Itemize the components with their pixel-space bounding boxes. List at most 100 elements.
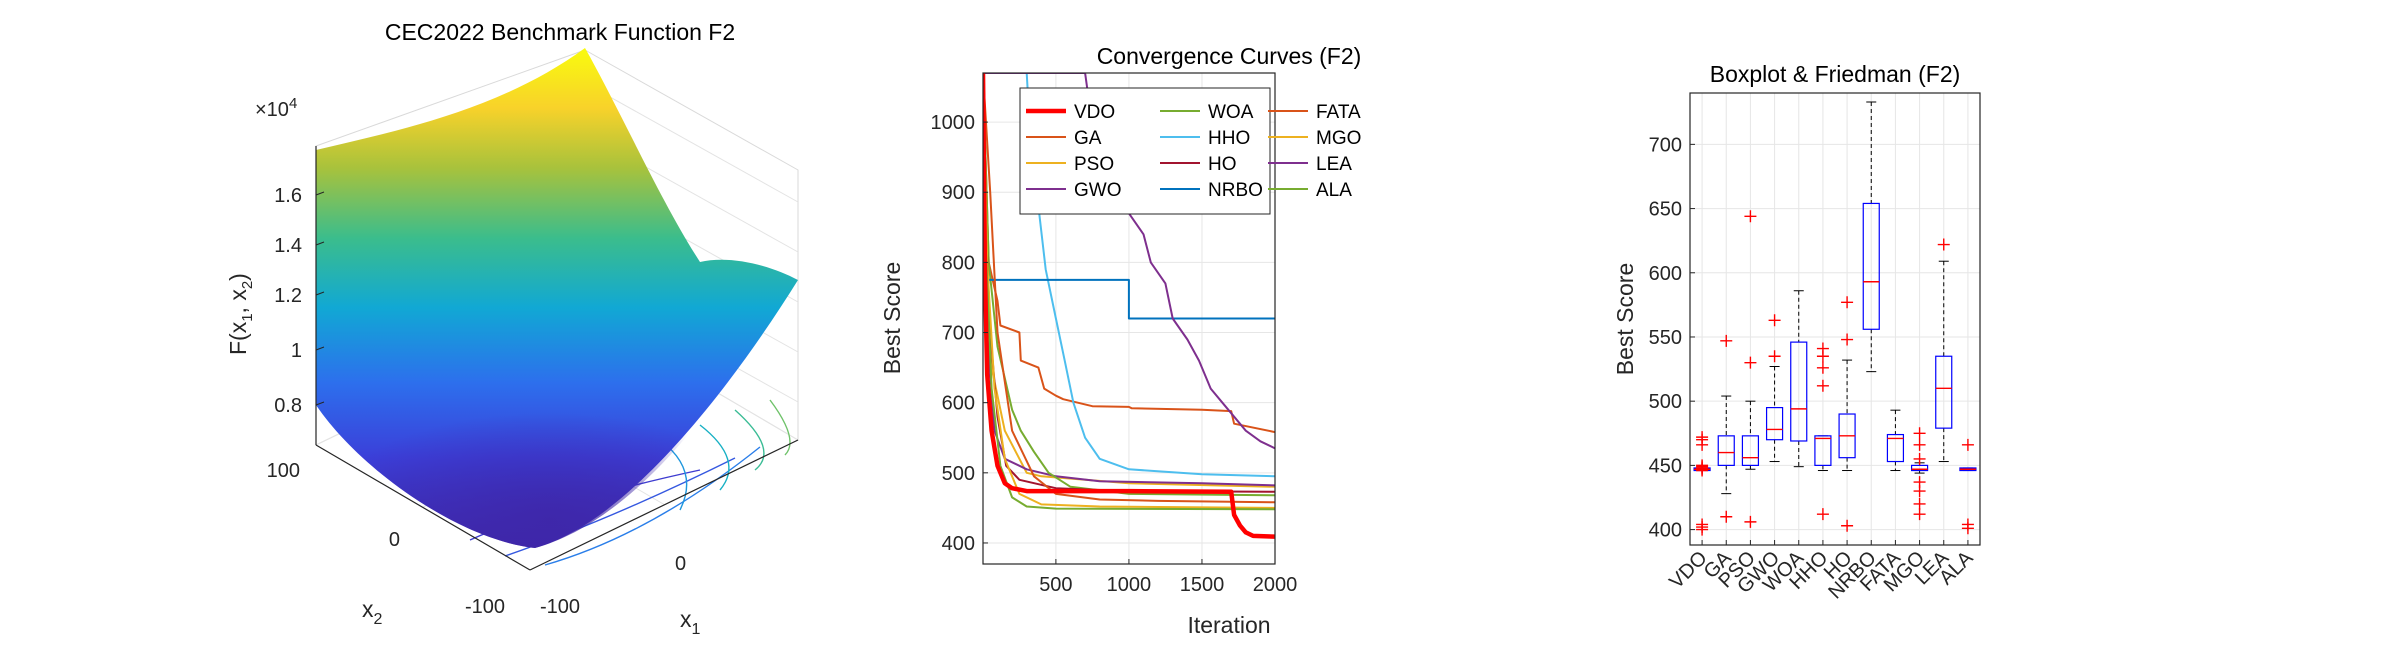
x-tick-label: 500 xyxy=(1039,574,1072,596)
outlier-marker xyxy=(1744,356,1757,369)
legend-label-fata: FATA xyxy=(1316,102,1361,123)
outlier-marker xyxy=(1768,350,1781,363)
y-tick-label: 450 xyxy=(1649,455,1682,477)
outlier-marker xyxy=(1816,342,1829,355)
outlier-marker xyxy=(1841,333,1854,346)
z-tick-mark xyxy=(315,401,325,406)
surface-mesh xyxy=(316,48,798,548)
legend-label-woa: WOA xyxy=(1208,102,1254,123)
y-tick-label: 600 xyxy=(1649,263,1682,285)
y-tick-label: 700 xyxy=(942,323,975,345)
y-tick-label: 900 xyxy=(942,182,975,204)
x2-tick-label: -100 xyxy=(465,596,505,618)
outlier-marker xyxy=(1913,497,1926,510)
legend-label-nrbo: NRBO xyxy=(1208,180,1263,201)
y-tick-label: 500 xyxy=(942,463,975,485)
y-tick-label: 400 xyxy=(1649,520,1682,542)
outlier-marker xyxy=(1816,379,1829,392)
outlier-marker xyxy=(1696,431,1709,444)
legend-label-ga: GA xyxy=(1074,128,1102,149)
outlier-marker xyxy=(1913,438,1926,451)
outlier-marker xyxy=(1913,508,1926,521)
box-ga xyxy=(1717,435,1735,466)
z-tick-mark xyxy=(315,291,325,296)
convergence-chart: 500 1000 1500 2000 400 500 600 700 800 900 1000 VD… xyxy=(879,43,1362,638)
y-tick-label: 550 xyxy=(1649,327,1682,349)
series-line-ga xyxy=(983,73,1275,434)
outlier-marker xyxy=(1913,452,1926,465)
outlier-marker xyxy=(1744,210,1757,223)
box-woa xyxy=(1790,341,1808,442)
y-tick-label: 650 xyxy=(1649,199,1682,221)
outlier-marker xyxy=(1913,476,1926,489)
box-mgo xyxy=(1910,464,1929,472)
outlier-marker xyxy=(1961,438,1974,451)
z-tick-label: 1.6 xyxy=(274,185,302,207)
box-lea xyxy=(1935,355,1953,429)
outlier-marker xyxy=(1696,459,1709,472)
outlier-marker xyxy=(1720,510,1733,523)
outlier-marker xyxy=(1816,361,1829,374)
chart-title: Convergence Curves (F2) xyxy=(1097,43,1362,69)
legend-label-pso: PSO xyxy=(1074,154,1114,175)
x1-tick-label: 0 xyxy=(675,553,686,575)
outlier-marker xyxy=(1696,518,1709,531)
z-tick-label: 0.8 xyxy=(274,395,302,417)
y-axis-label: Best Score xyxy=(879,262,905,375)
x-tick-label: 2000 xyxy=(1253,574,1298,596)
x-tick-label: 1500 xyxy=(1180,574,1225,596)
chart-title: Boxplot & Friedman (F2) xyxy=(1710,61,1961,87)
legend-label-ho: HO xyxy=(1208,154,1237,175)
outlier-marker xyxy=(1913,427,1926,440)
box-fata xyxy=(1886,433,1905,463)
z-tick-mark xyxy=(315,241,325,246)
x2-axis-label: x2 xyxy=(362,596,383,628)
legend-label-hho: HHO xyxy=(1208,128,1250,149)
y-tick-label: 400 xyxy=(942,533,975,555)
z-tick-label: 1 xyxy=(291,340,302,362)
z-tick-mark xyxy=(315,191,325,196)
y-tick-label: 1000 xyxy=(931,112,976,134)
y-tick-label: 700 xyxy=(1649,134,1682,156)
legend-label-mgo: MGO xyxy=(1316,128,1361,149)
z-tick-mark xyxy=(315,346,325,351)
outlier-marker xyxy=(1937,238,1950,251)
boxplot-chart: 400450500550600650700VDOGAPSOGWOWOAHHOHO… xyxy=(1612,61,1981,603)
box-pso xyxy=(1741,435,1760,466)
series-line-vdo xyxy=(983,73,1275,539)
z-tick-label: 1.2 xyxy=(274,285,302,307)
outlier-marker xyxy=(1744,515,1757,528)
x2-tick-label: 0 xyxy=(389,529,400,551)
x-tick-label: 1000 xyxy=(1107,574,1152,596)
box-hho xyxy=(1814,435,1832,466)
x2-tick-label: 100 xyxy=(267,460,300,482)
legend-label-ala: ALA xyxy=(1316,180,1352,201)
legend-label-lea: LEA xyxy=(1316,154,1352,175)
x1-axis-label: x1 xyxy=(680,606,701,638)
y-tick-label: 600 xyxy=(942,393,975,415)
series-line-fata xyxy=(983,73,1275,504)
y-tick-label: 500 xyxy=(1649,391,1682,413)
legend-label-vdo: VDO xyxy=(1074,102,1115,123)
chart-title: CEC2022 Benchmark Function F2 xyxy=(385,19,735,45)
y-tick-label: 800 xyxy=(942,252,975,274)
outlier-marker xyxy=(1841,296,1854,309)
legend-label-gwo: GWO xyxy=(1074,180,1122,201)
plot-frame xyxy=(1689,92,1981,546)
box-gwo xyxy=(1765,407,1784,441)
outlier-marker xyxy=(1720,334,1733,347)
surface-plot: CEC2022 Benchmark Function F2 0.8 1 1.2 1.4 1… xyxy=(225,19,799,638)
y-axis-label: Best Score xyxy=(1612,263,1638,376)
z-exponent: ×104 xyxy=(255,95,297,121)
front-axes xyxy=(315,146,799,571)
outlier-marker xyxy=(1768,314,1781,327)
outlier-marker xyxy=(1816,508,1829,521)
x1-tick-label: -100 xyxy=(540,596,580,618)
series-line-mgo xyxy=(983,73,1275,509)
outlier-marker xyxy=(1961,518,1974,531)
z-tick-label: 1.4 xyxy=(274,235,302,257)
x-axis-label: Iteration xyxy=(1187,612,1270,638)
z-axis-label: F(x1, x2) xyxy=(225,273,256,355)
outlier-marker xyxy=(1841,519,1854,532)
box-nrbo xyxy=(1862,202,1880,330)
